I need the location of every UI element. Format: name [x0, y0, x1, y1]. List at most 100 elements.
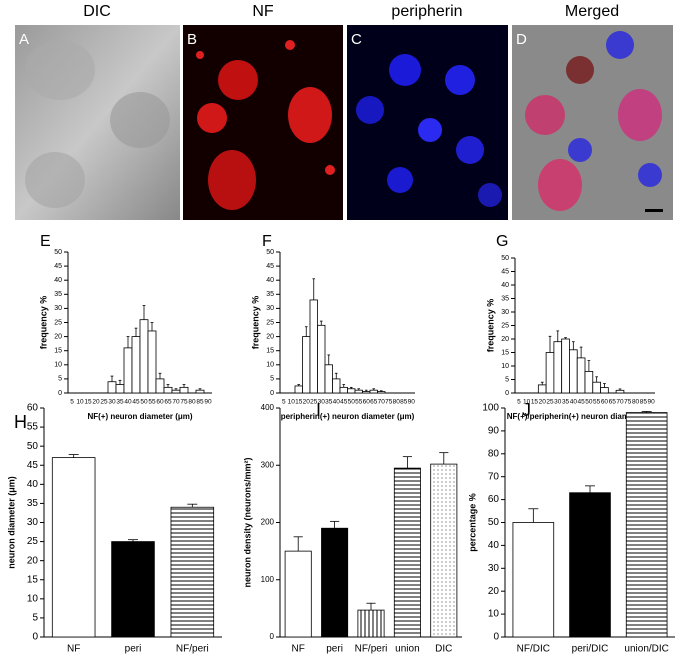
error-bar — [528, 508, 539, 523]
error-bar — [126, 336, 130, 348]
x-tick-label: 55 — [593, 399, 601, 406]
bar — [369, 389, 378, 394]
x-tick-label: 20 — [92, 399, 100, 406]
error-bar — [564, 337, 567, 339]
y-tick-label: 5 — [505, 376, 509, 383]
bar — [553, 341, 563, 394]
x-tick-label: 75 — [624, 399, 632, 406]
error-bar — [198, 388, 202, 391]
x-tick-label: NF — [67, 644, 80, 655]
y-tick-label: 55 — [27, 422, 39, 433]
image-dic — [15, 25, 180, 220]
bar — [600, 387, 609, 394]
x-tick-label: 10 — [288, 399, 296, 406]
x-tick-label: 20 — [303, 399, 311, 406]
y-axis-label: neuron diameter (μm) — [6, 476, 16, 569]
image-nf — [183, 25, 343, 220]
y-tick-label: 0 — [58, 390, 62, 397]
bar — [111, 541, 155, 638]
panel-letter: C — [351, 31, 362, 48]
x-tick-label: 10 — [523, 399, 531, 406]
x-tick-label: 50 — [140, 399, 148, 406]
error-bar — [128, 539, 138, 542]
bar — [430, 463, 458, 638]
y-tick-label: 30 — [54, 305, 62, 312]
x-tick-label: 55 — [148, 399, 156, 406]
bar — [339, 386, 348, 394]
error-bar — [364, 389, 368, 392]
x-tick-label: peri/DIC — [572, 644, 609, 655]
y-tick-label: 10 — [266, 362, 274, 369]
y-tick-label: 35 — [27, 498, 39, 509]
bar — [332, 378, 341, 394]
x-tick-label: 40 — [124, 399, 132, 406]
y-tick-label: 10 — [488, 609, 500, 620]
x-tick-label: 80 — [188, 399, 196, 406]
bar — [625, 412, 668, 638]
error-bar — [182, 384, 186, 388]
error-bar — [334, 372, 338, 379]
y-tick-label: 10 — [27, 593, 39, 604]
x-tick-label: 80 — [393, 399, 401, 406]
bar — [377, 391, 386, 394]
y-tick-label: 0 — [32, 632, 38, 643]
x-tick-label: 35 — [562, 399, 570, 406]
x-tick-label: 5 — [282, 399, 286, 406]
bar — [170, 506, 215, 638]
bar — [294, 385, 303, 394]
error-bar — [579, 346, 583, 358]
x-tick-label: NF — [292, 644, 305, 655]
error-bar — [402, 456, 412, 469]
bar — [139, 319, 149, 394]
bar — [354, 389, 363, 394]
bar — [302, 336, 311, 394]
panel-letter: E — [40, 233, 51, 250]
bar — [347, 388, 356, 394]
y-tick-label: 30 — [266, 305, 274, 312]
y-tick-label: 300 — [261, 460, 275, 469]
x-tick-label: 20 — [539, 399, 547, 406]
bar — [171, 389, 181, 394]
y-tick-label: 70 — [488, 471, 500, 482]
error-bar — [174, 388, 178, 391]
error-bar — [342, 384, 346, 388]
bar — [584, 370, 594, 394]
x-tick-label: 25 — [546, 399, 554, 406]
x-tick-label: 25 — [100, 399, 108, 406]
y-axis-label: neuron density (neurons/mm²) — [242, 457, 252, 587]
x-tick-label: 65 — [609, 399, 617, 406]
bar — [147, 330, 157, 394]
y-tick-label: 5 — [58, 376, 62, 383]
error-bar — [618, 388, 622, 391]
error-bar — [166, 384, 170, 388]
y-tick-label: 0 — [505, 390, 509, 397]
error-bar — [439, 452, 449, 465]
x-tick-label: 70 — [616, 399, 624, 406]
y-tick-label: 20 — [488, 586, 500, 597]
x-tick-label: 45 — [132, 399, 140, 406]
error-bar — [150, 322, 154, 331]
bar — [362, 391, 371, 394]
bar — [179, 386, 189, 394]
x-tick-label: 85 — [400, 399, 408, 406]
error-bar — [585, 485, 595, 493]
x-tick-label: peri — [326, 644, 343, 655]
error-bar — [540, 381, 544, 385]
panel-letter: G — [496, 233, 508, 250]
y-tick-label: 40 — [266, 277, 274, 284]
x-tick-label: 15 — [84, 399, 92, 406]
error-bar — [142, 305, 146, 320]
bar — [195, 389, 205, 394]
bar — [592, 381, 601, 394]
panel-letter: F — [262, 233, 272, 250]
y-tick-label: 25 — [54, 319, 62, 326]
error-bar — [595, 376, 599, 383]
error-bar — [293, 536, 303, 552]
x-tick-label: 15 — [295, 399, 303, 406]
panel-letter: A — [19, 31, 29, 48]
y-tick-label: 15 — [501, 349, 509, 356]
y-tick-label: 100 — [482, 403, 499, 414]
error-bar — [304, 326, 308, 337]
error-bar — [587, 360, 591, 372]
